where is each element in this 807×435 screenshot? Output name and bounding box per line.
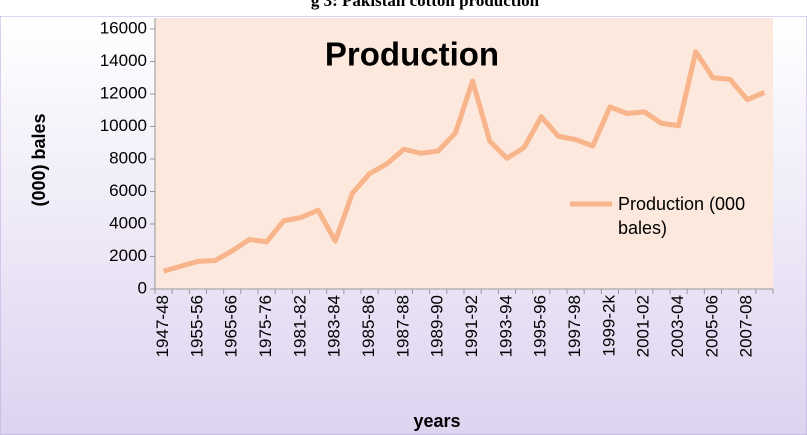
- x-tick-label: 1999-2k: [599, 295, 618, 357]
- chart-title: Production: [325, 36, 499, 73]
- x-tick-label: 1955-56: [187, 295, 206, 357]
- x-tick-label: 2001-02: [634, 295, 653, 357]
- y-tick-label: 8000: [109, 148, 147, 167]
- plot-area: [155, 18, 773, 289]
- x-tick-label: 1985-86: [359, 295, 378, 357]
- y-axis-label: (000) bales: [29, 113, 49, 206]
- y-tick-label: 4000: [109, 213, 147, 232]
- x-tick-label: 2007-08: [737, 295, 756, 357]
- y-tick-label: 6000: [109, 181, 147, 200]
- x-tick-label: 1987-88: [393, 295, 412, 357]
- caption: g 3: Pakistan cotton production: [311, 0, 540, 10]
- x-axis-label: years: [413, 411, 460, 431]
- legend-label: Production (000 bales): [618, 194, 746, 238]
- x-tick-label: 2005-06: [702, 295, 721, 357]
- y-tick-label: 10000: [100, 116, 147, 135]
- x-tick-label: 1981-82: [290, 295, 309, 357]
- x-tick-label: 1947-48: [153, 295, 172, 357]
- series-line: [162, 49, 766, 274]
- y-tick-label: 16000: [100, 18, 147, 37]
- x-tick-label: 1989-90: [428, 295, 447, 357]
- x-tick-label: 1997-98: [565, 295, 584, 357]
- x-tick-label: 2003-04: [668, 295, 687, 357]
- y-tick-label: 14000: [100, 51, 147, 70]
- x-tick-label: 1983-84: [325, 295, 344, 357]
- y-tick-label: 12000: [100, 83, 147, 102]
- x-tick-label: 1995-96: [531, 295, 550, 357]
- y-tick-label: 0: [138, 278, 147, 297]
- x-tick-label: 1991-92: [462, 295, 481, 357]
- y-tick-label: 2000: [109, 246, 147, 265]
- x-tick-label: 1993-94: [496, 295, 515, 357]
- x-tick-label: 1975-76: [256, 295, 275, 357]
- x-tick-label: 1965-66: [222, 295, 241, 357]
- caption-bg: [0, 0, 807, 16]
